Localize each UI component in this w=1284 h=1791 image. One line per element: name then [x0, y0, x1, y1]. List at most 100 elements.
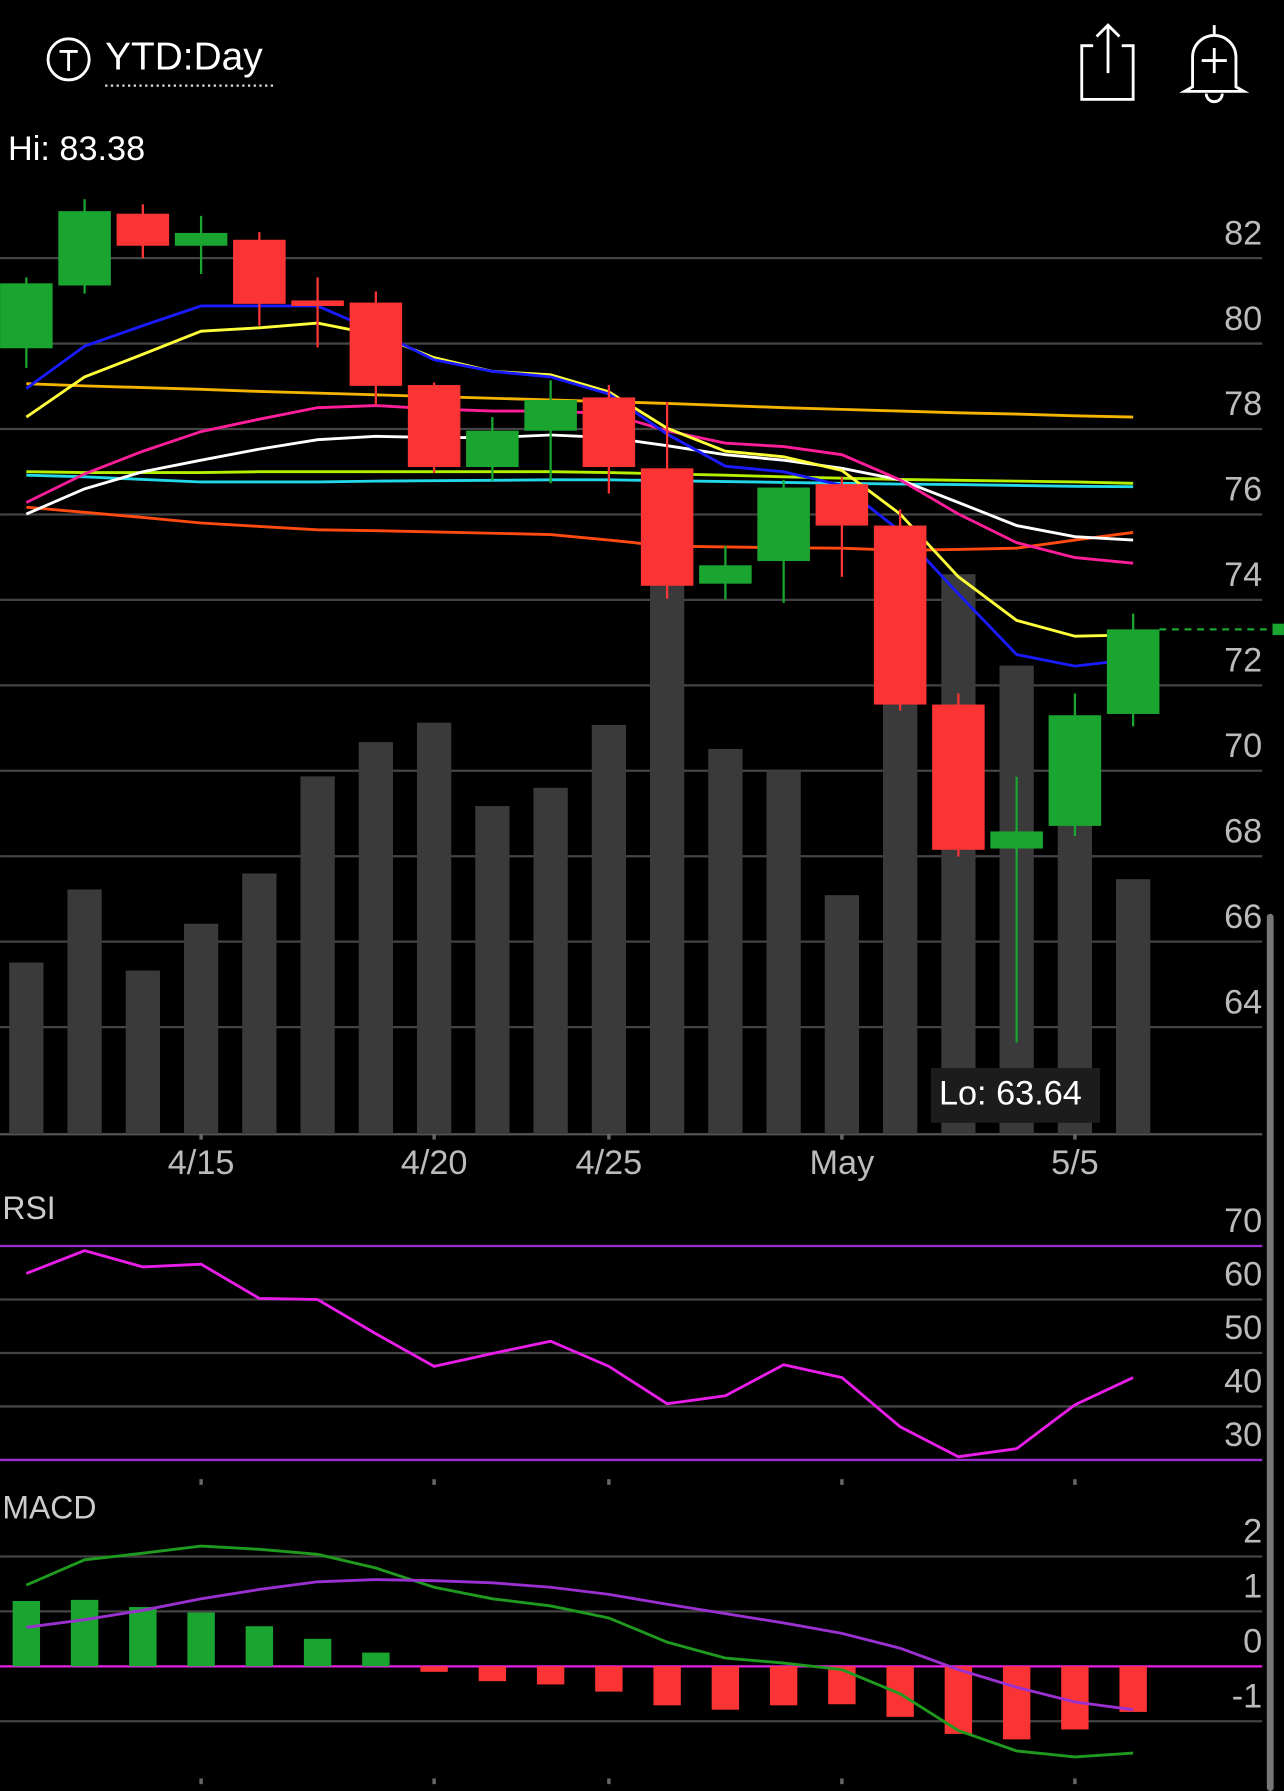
bell-plus	[1201, 47, 1227, 74]
candle-body	[58, 211, 111, 286]
y-tick-label: 30	[1224, 1416, 1262, 1454]
y-tick-label: 64	[1224, 983, 1262, 1021]
y-tick-label: 66	[1224, 898, 1262, 936]
icon-glyph	[59, 49, 78, 71]
candle-body	[582, 397, 636, 468]
share-box	[1080, 44, 1135, 101]
moving-average	[25, 433, 1134, 542]
y-tick-label: 50	[1224, 1309, 1262, 1347]
rsi-line	[25, 1249, 1134, 1459]
bell-clapper	[1204, 25, 1224, 104]
volume-bar	[475, 806, 510, 1134]
volume-bar	[242, 873, 277, 1134]
share-button[interactable]	[1080, 23, 1135, 101]
volume-bar	[416, 722, 452, 1134]
macd-histogram-bar	[1061, 1666, 1089, 1730]
y-tick-label: 80	[1224, 300, 1262, 338]
low-annotation-box	[930, 1067, 1101, 1123]
volume-bar	[1116, 879, 1151, 1134]
panel-title: MACD	[2, 1489, 96, 1525]
macd-histogram-bar	[12, 1600, 41, 1667]
macd-histogram-bar	[653, 1666, 681, 1706]
moving-average	[26, 470, 1134, 485]
macd-histogram-bar	[187, 1612, 215, 1667]
y-tick-label: 1	[1243, 1568, 1262, 1606]
volume-bar	[300, 776, 335, 1134]
candle-body	[524, 399, 577, 431]
volume-bar	[358, 742, 393, 1134]
macd-histogram-bar	[944, 1666, 973, 1734]
y-tick-label: 70	[1224, 727, 1262, 765]
macd-histogram-bar	[303, 1638, 332, 1667]
candle-body	[291, 300, 344, 306]
candle-body	[873, 525, 927, 705]
y-tick-label: 70	[1224, 1202, 1262, 1240]
volume-bar	[9, 962, 44, 1134]
moving-average	[26, 473, 1134, 489]
last-price-tag	[1272, 623, 1284, 636]
candle-body	[233, 239, 286, 304]
candle-body	[466, 430, 519, 468]
moving-average	[25, 304, 1134, 668]
volume-bar	[824, 895, 860, 1134]
bell	[1179, 33, 1250, 93]
volume-bar	[708, 748, 743, 1134]
ticker-icon[interactable]	[46, 37, 91, 82]
volume-bar	[67, 889, 102, 1134]
alert-button[interactable]	[1179, 25, 1250, 104]
macd-histogram-bar	[1119, 1666, 1147, 1712]
icon-circle	[46, 37, 91, 82]
candle-body	[1106, 629, 1160, 714]
candle-body	[699, 565, 752, 584]
candle-body	[990, 831, 1043, 849]
x-tick-label: 4/25	[576, 1144, 643, 1182]
macd-histogram-bar	[595, 1666, 623, 1692]
scrollbar	[1266, 913, 1274, 1791]
y-tick-label: 74	[1224, 556, 1262, 594]
candle-body	[349, 302, 403, 386]
candle-body	[0, 283, 53, 349]
moving-average	[25, 404, 1134, 565]
candle-body	[815, 484, 869, 526]
high-annotation: Hi: 83.38	[8, 130, 145, 168]
y-tick-label: 82	[1224, 214, 1262, 252]
candle-body	[407, 385, 461, 468]
candle-body	[640, 468, 694, 586]
volume-bar	[533, 787, 568, 1134]
volume-bar	[125, 970, 160, 1134]
volume-bar	[591, 724, 627, 1134]
macd-line	[25, 1544, 1134, 1759]
candle-body	[1048, 715, 1102, 826]
volume-bar	[883, 690, 918, 1134]
x-tick-label: 4/20	[401, 1144, 468, 1182]
panel-title: RSI	[2, 1190, 55, 1226]
x-tick-label: 4/15	[168, 1144, 235, 1182]
share-arrow	[1095, 23, 1121, 74]
x-tick-label: May	[810, 1144, 876, 1182]
candle-body	[757, 487, 810, 562]
period-selector[interactable]: YTD:Day	[105, 36, 263, 79]
macd-histogram-bar	[245, 1626, 274, 1667]
volume-bar	[649, 570, 685, 1134]
macd-histogram-bar	[420, 1666, 448, 1672]
y-tick-label: 76	[1224, 471, 1262, 509]
candle-body	[932, 704, 985, 850]
macd-histogram-bar	[1002, 1666, 1031, 1740]
signal-line	[26, 1578, 1134, 1712]
y-tick-label: 78	[1224, 385, 1262, 423]
y-tick-label: 68	[1224, 812, 1262, 850]
volume-bar	[766, 770, 801, 1134]
volume-bar	[183, 923, 219, 1134]
y-tick-label: 2	[1243, 1513, 1262, 1551]
candle-body	[116, 213, 170, 246]
macd-histogram-bar	[536, 1666, 565, 1685]
y-tick-label: 60	[1224, 1256, 1262, 1294]
macd-histogram-bar	[70, 1599, 99, 1667]
moving-average	[25, 321, 1134, 638]
macd-histogram-bar	[886, 1666, 914, 1717]
macd-histogram-bar	[129, 1607, 157, 1667]
y-tick-label: 72	[1224, 642, 1262, 680]
y-tick-label: -1	[1232, 1677, 1262, 1715]
